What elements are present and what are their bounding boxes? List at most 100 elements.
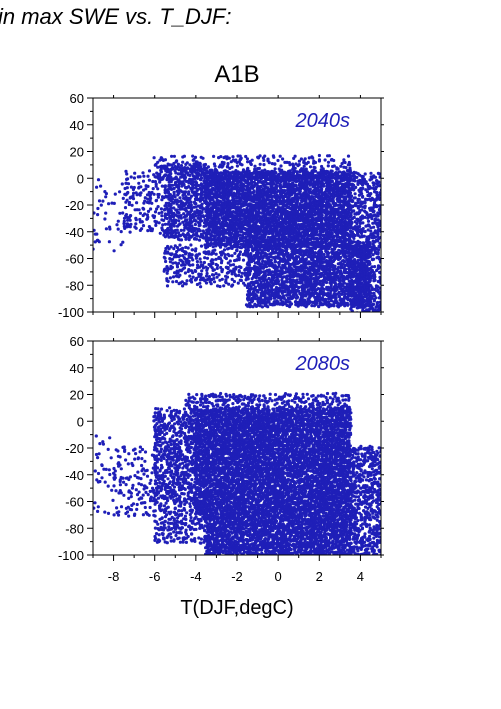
data-point — [221, 171, 225, 176]
data-point — [178, 222, 182, 226]
data-point — [249, 182, 253, 186]
data-point — [191, 186, 195, 190]
data-point — [250, 245, 254, 249]
data-point — [335, 225, 340, 229]
data-point — [191, 180, 195, 184]
data-point — [200, 202, 204, 206]
data-point — [222, 227, 226, 231]
data-point — [260, 262, 264, 266]
data-point — [265, 238, 269, 242]
data-point — [270, 247, 274, 251]
data-point — [236, 230, 240, 234]
data-point — [200, 219, 204, 223]
data-point — [172, 186, 176, 190]
data-point — [333, 213, 337, 217]
data-point — [311, 195, 315, 199]
data-point — [195, 181, 199, 185]
data-point — [175, 198, 179, 202]
data-point — [179, 228, 183, 232]
data-point — [197, 227, 201, 231]
data-point — [289, 302, 294, 306]
data-point — [217, 218, 222, 223]
data-point — [224, 231, 228, 235]
data-point — [204, 179, 208, 184]
data-point — [266, 220, 270, 224]
data-point — [301, 285, 305, 289]
data-point — [179, 216, 183, 220]
data-point — [207, 228, 211, 233]
data-point — [260, 229, 264, 233]
data-point — [264, 199, 268, 203]
scatter-points — [93, 153, 381, 312]
data-point — [302, 223, 307, 227]
data-point — [214, 244, 218, 248]
data-point — [263, 271, 267, 276]
data-point — [250, 230, 254, 234]
data-point — [262, 180, 266, 184]
data-point — [232, 197, 236, 201]
data-point — [211, 245, 215, 249]
data-point — [194, 237, 199, 241]
data-point — [222, 180, 226, 184]
data-point — [253, 255, 257, 259]
data-point — [221, 189, 225, 193]
data-point — [211, 198, 215, 202]
data-point — [269, 194, 274, 198]
data-point — [178, 196, 182, 200]
data-point — [321, 244, 325, 248]
data-point — [218, 193, 222, 197]
data-point — [275, 299, 279, 303]
data-point — [228, 182, 232, 186]
data-point — [232, 182, 236, 186]
data-point — [283, 189, 287, 193]
data-point — [338, 238, 342, 242]
data-point — [255, 279, 259, 283]
data-point — [206, 214, 210, 218]
data-point — [282, 244, 286, 248]
data-point — [260, 305, 264, 309]
data-point — [203, 189, 207, 193]
data-point — [189, 200, 193, 204]
data-point — [245, 206, 249, 210]
data-point — [291, 182, 295, 186]
data-point — [322, 252, 326, 257]
data-point — [269, 258, 273, 262]
data-point — [201, 229, 205, 233]
data-point — [247, 290, 251, 294]
data-point — [287, 205, 291, 209]
data-point — [307, 194, 311, 198]
data-point — [330, 231, 334, 235]
data-point — [238, 233, 242, 237]
data-point — [264, 232, 268, 236]
data-point — [237, 195, 241, 199]
data-point — [196, 234, 200, 238]
data-point — [304, 257, 308, 261]
data-point — [179, 238, 184, 242]
data-point — [267, 268, 271, 272]
data-point — [330, 179, 334, 183]
data-point — [252, 189, 256, 193]
data-point — [203, 184, 207, 188]
data-point — [259, 242, 263, 246]
data-point — [258, 215, 262, 219]
data-point — [320, 221, 324, 225]
data-point — [332, 234, 336, 238]
data-point — [202, 199, 207, 203]
data-point — [297, 289, 301, 293]
data-point — [205, 174, 209, 178]
data-point — [201, 214, 205, 218]
data-point — [292, 246, 296, 250]
data-point — [348, 191, 353, 195]
data-point — [239, 198, 243, 202]
data-point — [295, 295, 299, 299]
data-point — [328, 203, 332, 207]
data-point — [189, 203, 193, 207]
data-point — [178, 234, 182, 238]
data-point — [182, 223, 186, 227]
data-point — [294, 220, 298, 225]
data-point — [169, 203, 173, 207]
data-point — [185, 218, 189, 222]
data-point — [259, 218, 263, 223]
data-point — [264, 265, 268, 269]
